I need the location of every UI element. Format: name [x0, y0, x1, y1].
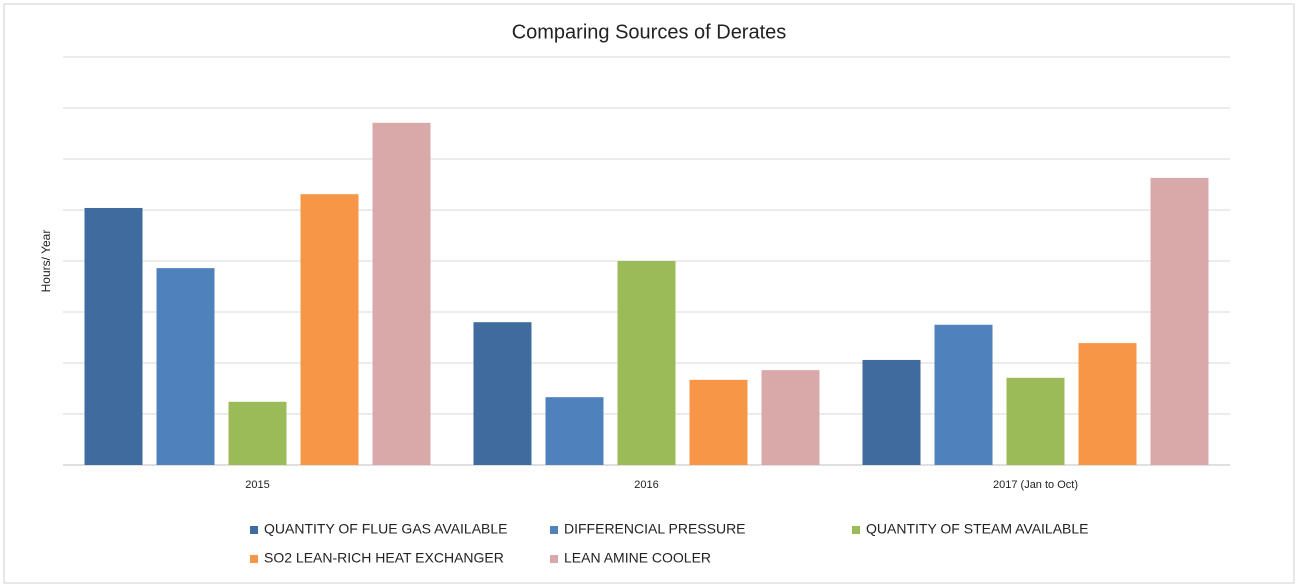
legend-label: QUANTITY OF FLUE GAS AVAILABLE: [264, 521, 508, 537]
bar: [372, 122, 431, 465]
bar: [84, 207, 143, 465]
bar: [156, 268, 215, 465]
bar: [545, 397, 604, 465]
legend-label: SO2 LEAN-RICH HEAT EXCHANGER: [264, 550, 504, 566]
legend-swatch: [250, 555, 258, 563]
bar: [761, 370, 820, 465]
x-tick-label: 2015: [245, 479, 269, 491]
bar: [617, 261, 676, 465]
bar: [1006, 377, 1065, 465]
legend-swatch: [550, 555, 558, 563]
bar: [1078, 343, 1137, 465]
chart-title: Comparing Sources of Derates: [512, 21, 787, 43]
bar: [862, 359, 921, 465]
legend-label: DIFFERENCIAL PRESSURE: [564, 521, 746, 537]
legend-swatch: [550, 526, 558, 534]
y-axis-label: Hours/ Year: [39, 230, 53, 293]
bar: [1150, 177, 1209, 465]
bar: [228, 401, 287, 465]
bar: [934, 324, 993, 465]
bar: [689, 379, 748, 465]
x-tick-label: 2016: [634, 479, 658, 491]
legend-label: LEAN AMINE COOLER: [564, 550, 711, 566]
bar: [473, 322, 532, 465]
legend-label: QUANTITY OF STEAM AVAILABLE: [866, 521, 1089, 537]
legend-swatch: [250, 526, 258, 534]
x-tick-label: 2017 (Jan to Oct): [993, 479, 1078, 491]
legend-swatch: [852, 526, 860, 534]
bar: [300, 194, 359, 465]
